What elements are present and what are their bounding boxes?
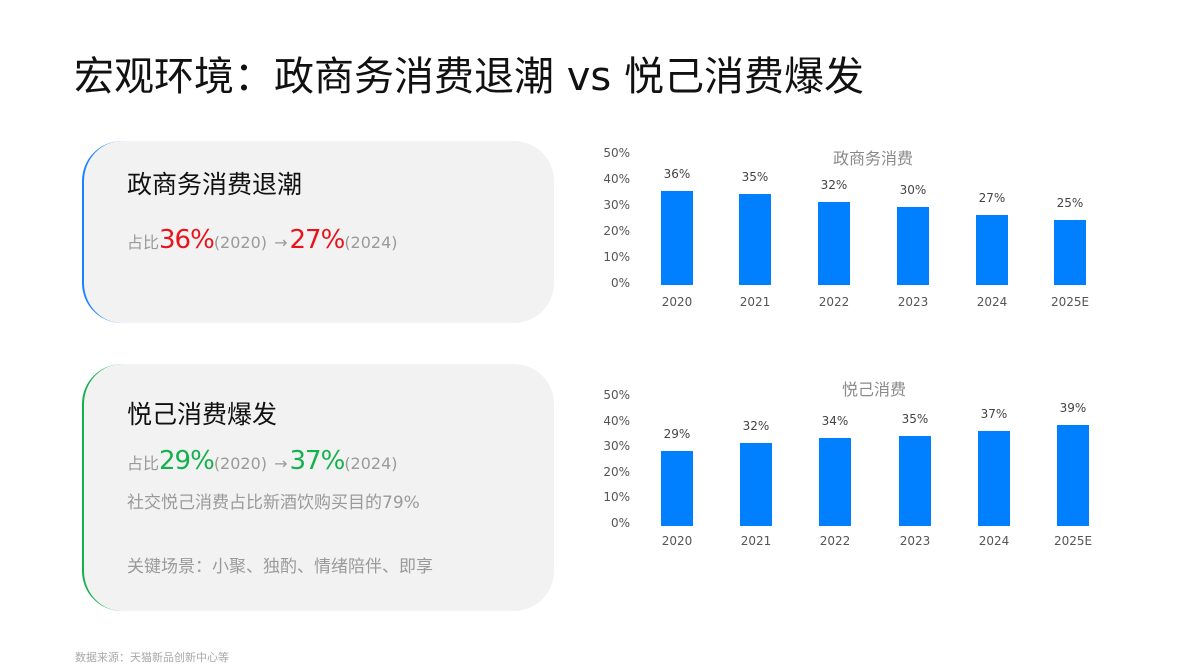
x-tick: 2023 (899, 534, 931, 548)
x-tick: 2025E (1053, 534, 1093, 548)
card-business-consumption-decline: 政商务消费退潮 占比36%(2020) →27%(2024) (82, 141, 554, 323)
x-tick: 2025E (1050, 295, 1090, 309)
bar-value-label: 35% (741, 170, 769, 184)
page-title: 宏观环境：政商务消费退潮 vs 悦己消费爆发 (74, 54, 864, 100)
bar-value-label: 29% (663, 427, 691, 442)
bar-value-label: 37% (980, 406, 1008, 421)
bar (1057, 425, 1089, 526)
y-tick: 30% (603, 198, 630, 212)
from-year: (2020) (213, 233, 268, 252)
bar (740, 443, 772, 526)
from-value: 29% (159, 446, 215, 476)
bar-value-label: 34% (821, 414, 849, 429)
bar (897, 207, 929, 285)
key-scenarios-note: 关键场景：小聚、独酌、情绪陪伴、即享 (127, 557, 433, 577)
bar-value-label: 25% (1056, 196, 1084, 210)
x-tick: 2021 (740, 534, 772, 548)
share-change-stat: 占比29%(2020) →37%(2024) (127, 446, 398, 476)
to-value: 27% (289, 225, 346, 255)
x-tick: 2021 (739, 295, 771, 309)
chart-business-consumption: 政商务消费 50% 40% 30% 20% 10% 0% 36% 2020 35% 2… (598, 143, 1098, 318)
bar-value-label: 35% (901, 411, 929, 426)
x-tick: 2022 (818, 295, 850, 309)
bar (661, 191, 693, 285)
stat-prefix: 占比 (127, 454, 160, 473)
x-tick: 2023 (897, 295, 929, 309)
x-tick: 2024 (978, 534, 1010, 548)
y-tick: 20% (603, 465, 630, 479)
x-tick: 2020 (661, 534, 693, 548)
y-tick: 50% (603, 146, 630, 160)
bar-value-label: 32% (742, 419, 770, 434)
bar-value-label: 36% (663, 167, 691, 182)
card-title: 悦己消费爆发 (127, 400, 278, 429)
chart-title: 政商务消费 (832, 149, 913, 168)
y-tick: 10% (603, 490, 630, 504)
from-value: 36% (159, 225, 215, 255)
arrow-right-icon: → (274, 454, 288, 473)
bar-value-label: 30% (899, 183, 927, 197)
bar (819, 438, 851, 526)
bar (978, 430, 1010, 526)
card-self-pleasure-consumption-boom: 悦己消费爆发 占比29%(2020) →37%(2024) 社交悦己消费占比新酒… (82, 364, 554, 611)
y-tick: 30% (603, 439, 630, 453)
bar (739, 194, 771, 285)
bar-value-label: 39% (1059, 401, 1087, 416)
to-year: (2024) (344, 233, 398, 252)
x-tick: 2020 (661, 295, 693, 309)
bar-value-label: 32% (820, 177, 848, 192)
y-tick: 20% (603, 224, 630, 238)
to-year: (2024) (344, 454, 398, 473)
y-tick: 40% (603, 172, 630, 186)
x-tick: 2022 (819, 534, 851, 548)
bar-value-label: 27% (978, 190, 1006, 205)
chart-self-pleasure-consumption: 悦己消费 50% 40% 30% 20% 10% 0% 29% 2020 32% 20… (598, 374, 1098, 552)
y-tick: 0% (610, 276, 630, 290)
arrow-right-icon: → (274, 233, 288, 252)
bar (976, 214, 1008, 285)
chart-title: 悦己消费 (841, 380, 906, 399)
stat-prefix: 占比 (127, 233, 160, 252)
bar (899, 435, 931, 526)
y-tick: 10% (603, 250, 630, 264)
card-title: 政商务消费退潮 (127, 170, 303, 199)
y-tick: 0% (610, 516, 630, 530)
bar (661, 451, 693, 526)
y-tick: 40% (603, 414, 630, 428)
x-tick: 2024 (976, 295, 1008, 309)
bar (1054, 220, 1086, 285)
bar (818, 201, 850, 285)
y-tick: 50% (603, 388, 630, 402)
from-year: (2020) (213, 454, 268, 473)
to-value: 37% (289, 446, 346, 476)
data-source-note: 数据来源：天猫新品创新中心等 (75, 651, 229, 664)
social-purchase-note: 社交悦己消费占比新酒饮购买目的79% (127, 493, 420, 513)
share-change-stat: 占比36%(2020) →27%(2024) (127, 225, 398, 255)
